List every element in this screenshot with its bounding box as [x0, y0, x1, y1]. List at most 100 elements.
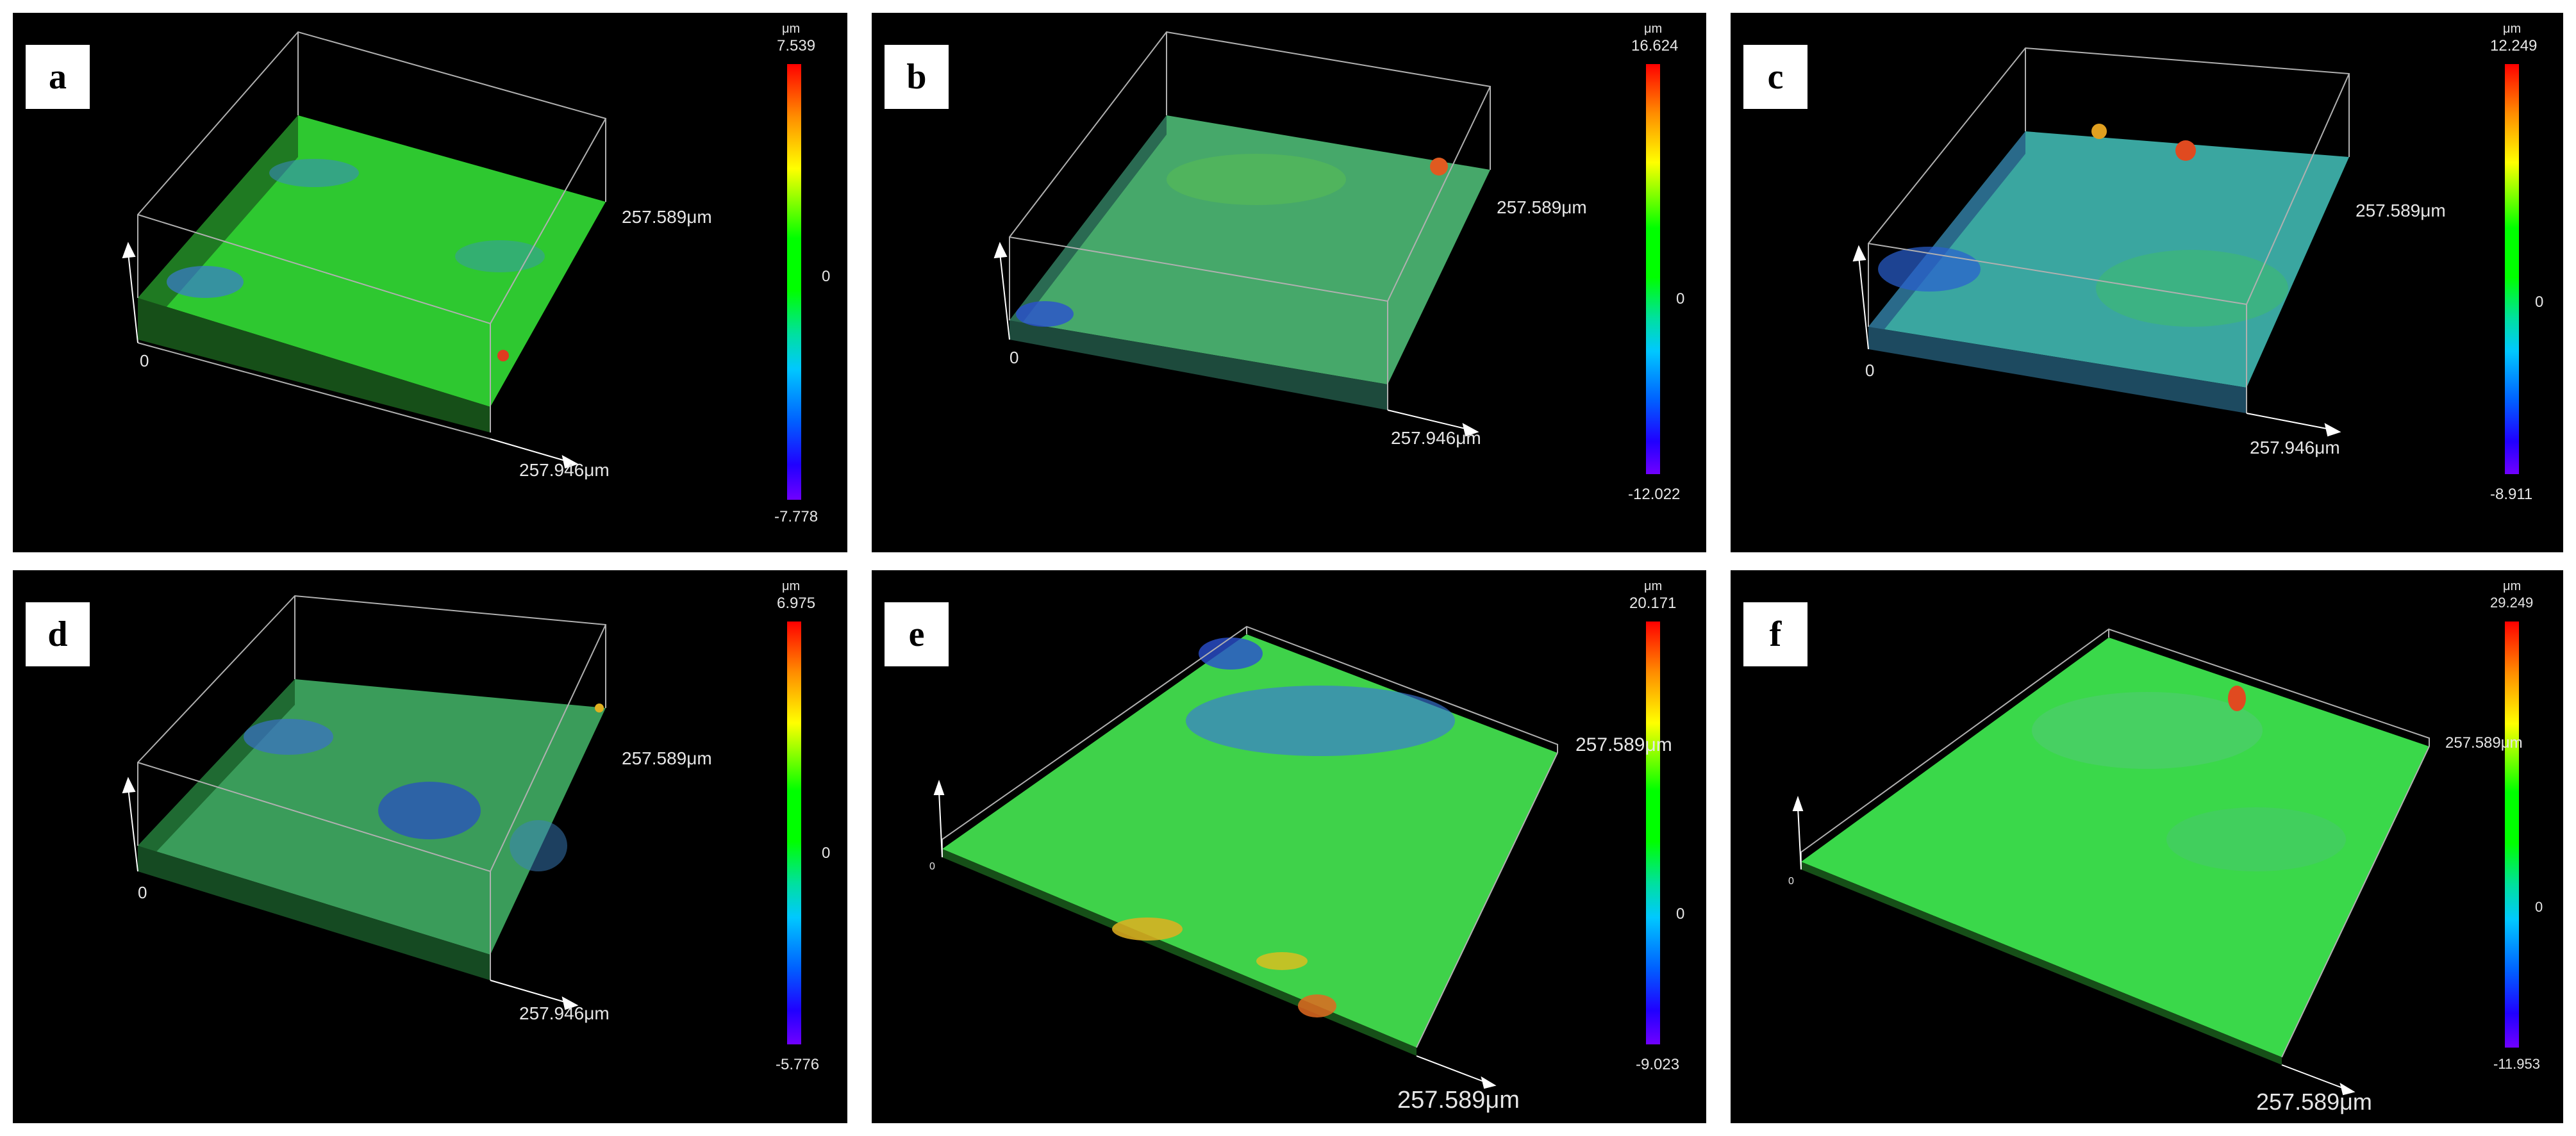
color-scale-bar — [787, 64, 801, 500]
scale-max: 6.975 — [777, 595, 816, 612]
axis-arrows — [122, 777, 579, 1010]
red-peak — [497, 350, 509, 361]
scale-min: -12.022 — [1628, 486, 1681, 503]
color-scale-bar — [1646, 622, 1660, 1044]
red-peak — [2091, 124, 2107, 139]
scale-zero: 0 — [822, 268, 831, 285]
axis-x-label: 257.946μm — [519, 1003, 610, 1023]
scale-max: 16.624 — [1631, 37, 1679, 54]
axis-y-label: 257.589μm — [2356, 201, 2446, 220]
scale-zero: 0 — [822, 844, 831, 862]
axis-origin-label: 0 — [929, 861, 935, 872]
surface-3d-plot-c — [1852, 47, 2350, 437]
scale-min: -8.911 — [2490, 486, 2533, 503]
scale-max: 20.171 — [1629, 595, 1677, 612]
axis-x-label: 257.946μm — [1391, 428, 1481, 448]
blue-depression — [269, 159, 359, 187]
bounding-box — [1009, 31, 1491, 410]
surface-front-side — [138, 298, 490, 432]
surface-left-side — [1868, 131, 2025, 349]
scale-min: -9.023 — [1636, 1056, 1680, 1073]
axis-origin-label: 0 — [140, 351, 149, 370]
scale-zero: 0 — [1676, 905, 1685, 923]
blue-depression — [378, 782, 481, 839]
axis-x-label: 257.589μm — [2256, 1089, 2372, 1115]
color-scale-bar — [2505, 64, 2519, 474]
scale-max: 29.249 — [2490, 595, 2534, 611]
axis-origin-label: 0 — [1010, 348, 1019, 367]
surface-front-side — [138, 846, 490, 980]
blue-depression — [510, 820, 567, 871]
scale-unit: μm — [2503, 579, 2522, 593]
surface-front-side — [1801, 862, 2282, 1065]
surface-3d-plot-e — [933, 625, 1558, 1089]
panel-letter: b — [885, 45, 949, 109]
scale-min: -7.778 — [774, 508, 819, 525]
yellow-patch — [1112, 918, 1183, 941]
surface-top — [1801, 638, 2429, 1057]
axis-y-label: 257.589μm — [1575, 734, 1672, 755]
blue-depression — [244, 719, 333, 755]
panel-letter: d — [26, 602, 90, 666]
blue-region — [1199, 638, 1263, 670]
panel-c: c μm 12.249 0 -8.911 257.589μm 257.946μm… — [1731, 13, 2563, 552]
axis-y-label: 257.589μm — [622, 748, 712, 768]
surface-3d-plot-d — [122, 595, 606, 1010]
bounding-box — [137, 595, 606, 980]
panel-letter: c — [1743, 45, 1807, 109]
surface-front-side — [942, 849, 1417, 1056]
blue-depression — [1016, 301, 1074, 327]
panel-b: b μm 16.624 0 -12.022 257.589μm 257.946μ… — [872, 13, 1706, 552]
red-peak — [595, 704, 604, 712]
axis-arrows — [1792, 795, 2356, 1096]
scale-unit: μm — [1644, 579, 1663, 593]
scale-zero: 0 — [1676, 290, 1685, 308]
green-region — [1167, 154, 1346, 205]
axis-origin-label: 0 — [1788, 876, 1794, 887]
blue-region — [1186, 686, 1455, 756]
axis-arrows — [933, 779, 1497, 1089]
red-peak — [2228, 686, 2246, 711]
red-peak — [1430, 158, 1448, 176]
color-scale-bar — [787, 622, 801, 1044]
panel-letter: e — [885, 602, 949, 666]
light-region — [2032, 692, 2263, 769]
yellow-patch — [1256, 952, 1308, 970]
color-scale-bar — [1646, 64, 1660, 474]
bounding-box — [137, 31, 606, 440]
blue-depression — [455, 240, 545, 272]
scale-max: 12.249 — [2490, 37, 2538, 54]
axis-x-label: 257.946μm — [2250, 438, 2340, 457]
surface-front-side — [1868, 327, 2247, 413]
surface-3d-plot-b — [993, 31, 1491, 437]
surface-left-side — [1010, 115, 1167, 340]
color-scale-bar — [2505, 622, 2519, 1048]
surface-3d-plot-a — [122, 31, 606, 469]
axis-y-label: 257.589μm — [2445, 734, 2523, 752]
scale-unit: μm — [782, 22, 801, 36]
panel-e: e μm 20.171 0 -9.023 257.589μm 257.589μm… — [872, 570, 1706, 1123]
panel-letter: a — [26, 45, 90, 109]
scale-zero: 0 — [2535, 293, 2544, 311]
axis-origin-label: 0 — [1865, 361, 1875, 380]
scale-min: -5.776 — [776, 1056, 820, 1073]
axis-origin-label: 0 — [138, 883, 147, 902]
green-region — [2096, 250, 2288, 327]
panel-letter: f — [1743, 602, 1807, 666]
axis-arrows — [122, 242, 579, 469]
scale-max: 7.539 — [777, 37, 816, 54]
axis-x-label: 257.946μm — [519, 460, 610, 480]
panel-a: a μm 7.539 0 -7.778 257.589μm 257.946μm … — [13, 13, 847, 552]
surface-3d-plot-f — [1792, 628, 2430, 1096]
surface-front-side — [1010, 320, 1388, 410]
axis-y-label: 257.589μm — [1497, 197, 1587, 217]
scale-min: -11.953 — [2493, 1056, 2540, 1072]
scale-unit: μm — [2503, 22, 2522, 36]
surface-top — [138, 679, 606, 955]
scale-unit: μm — [782, 579, 801, 593]
panel-f: f μm 29.249 0 -11.953 257.589μm 257.589μ… — [1731, 570, 2563, 1123]
light-region — [2166, 807, 2346, 871]
axis-x-label: 257.589μm — [1397, 1087, 1520, 1114]
panel-d: d μm 6.975 0 -5.776 257.589μm 257.946μm … — [13, 570, 847, 1123]
axis-y-label: 257.589μm — [622, 207, 712, 227]
